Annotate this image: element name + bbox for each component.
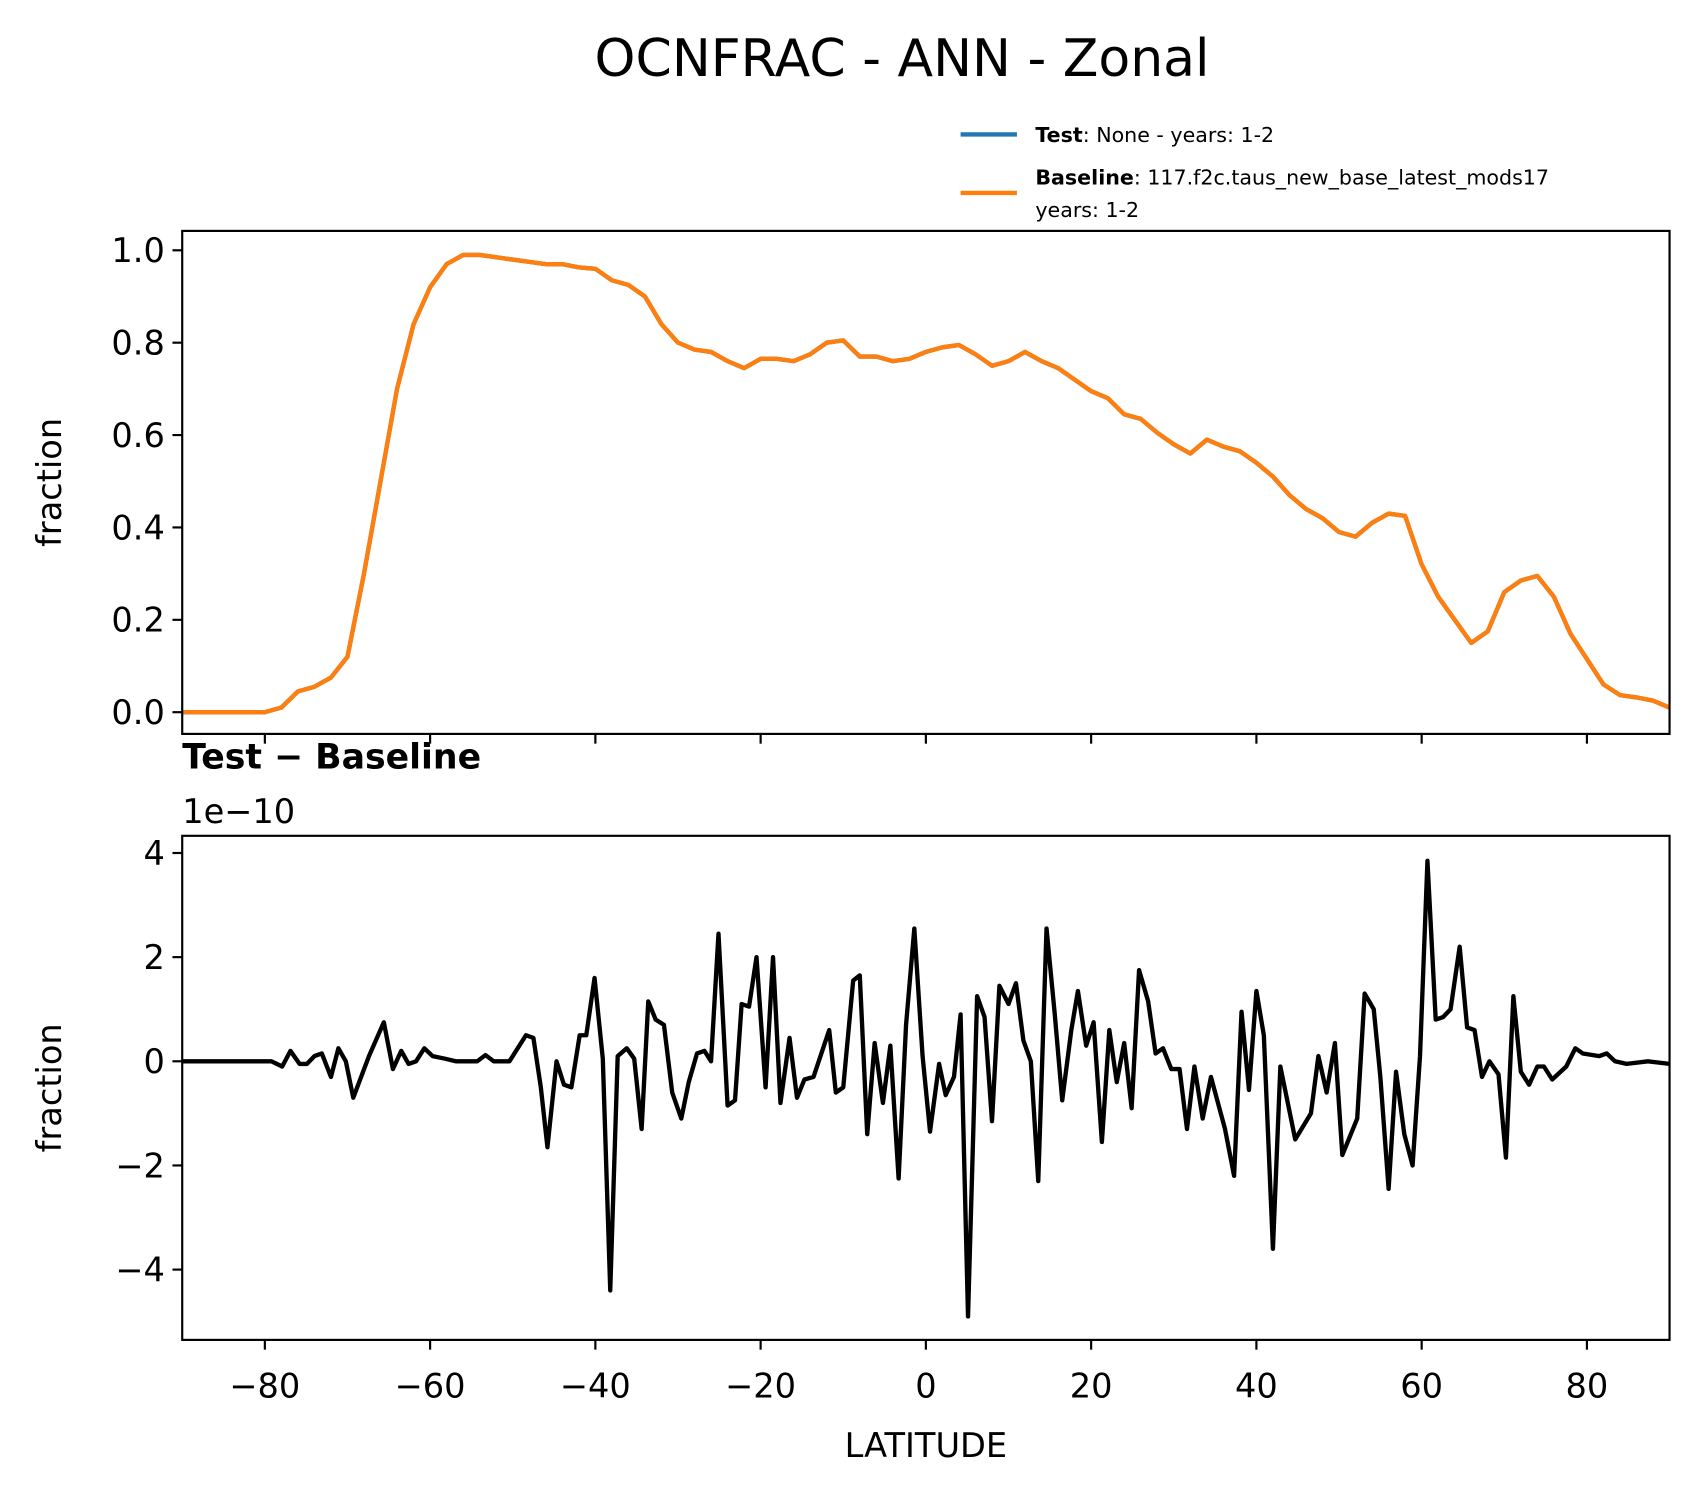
- legend-name: Baseline: [1035, 165, 1134, 189]
- y-axis-label: fraction: [30, 1023, 69, 1152]
- y-tick-label: 2: [144, 938, 165, 977]
- y-tick-label: −4: [115, 1251, 165, 1290]
- x-tick-label: 0: [915, 1366, 936, 1405]
- x-tick-label: 80: [1566, 1366, 1609, 1405]
- x-tick-label: 60: [1400, 1366, 1443, 1405]
- y-axis-label: fraction: [30, 418, 69, 547]
- figure-title: OCNFRAC - ANN - Zonal: [595, 29, 1210, 89]
- y-tick-label: 1.0: [111, 231, 164, 270]
- x-axis-label: LATITUDE: [845, 1426, 1008, 1465]
- legend-name: Test: [1035, 123, 1083, 147]
- y-tick-label: 0.6: [111, 416, 164, 455]
- legend-entry: Test: None - years: 1-2: [1035, 123, 1274, 147]
- x-tick-label: −80: [229, 1366, 300, 1405]
- series-line: [182, 858, 1670, 1319]
- y-tick-label: 4: [144, 834, 165, 873]
- y-tick-label: 0.4: [111, 508, 164, 547]
- x-tick-label: −60: [395, 1366, 466, 1405]
- y-tick-label: 0.8: [111, 324, 164, 363]
- series-line: [182, 252, 1671, 715]
- axes-frame: [181, 834, 1671, 1341]
- axes-frame: [181, 229, 1671, 735]
- y-tick-label: 0.0: [111, 693, 164, 732]
- x-tick-label: −20: [725, 1366, 796, 1405]
- legend-entry: Baseline: 117.f2c.taus_new_base_latest_m…: [1035, 165, 1549, 222]
- y-tick-label: 0: [144, 1042, 165, 1081]
- offset-text: 1e−10: [182, 792, 295, 831]
- legend-description: : None - years: 1-2: [1083, 123, 1274, 147]
- series-line: [182, 252, 1671, 715]
- x-tick-label: 40: [1235, 1366, 1278, 1405]
- legend-description: years: 1-2: [1035, 198, 1139, 222]
- x-tick-label: 20: [1070, 1366, 1113, 1405]
- y-tick-label: 0.2: [111, 601, 164, 640]
- legend-description: : 117.f2c.taus_new_base_latest_mods17: [1134, 165, 1549, 190]
- x-tick-label: −40: [560, 1366, 631, 1405]
- y-tick-label: −2: [115, 1146, 165, 1185]
- subplot-title: Test − Baseline: [182, 738, 481, 778]
